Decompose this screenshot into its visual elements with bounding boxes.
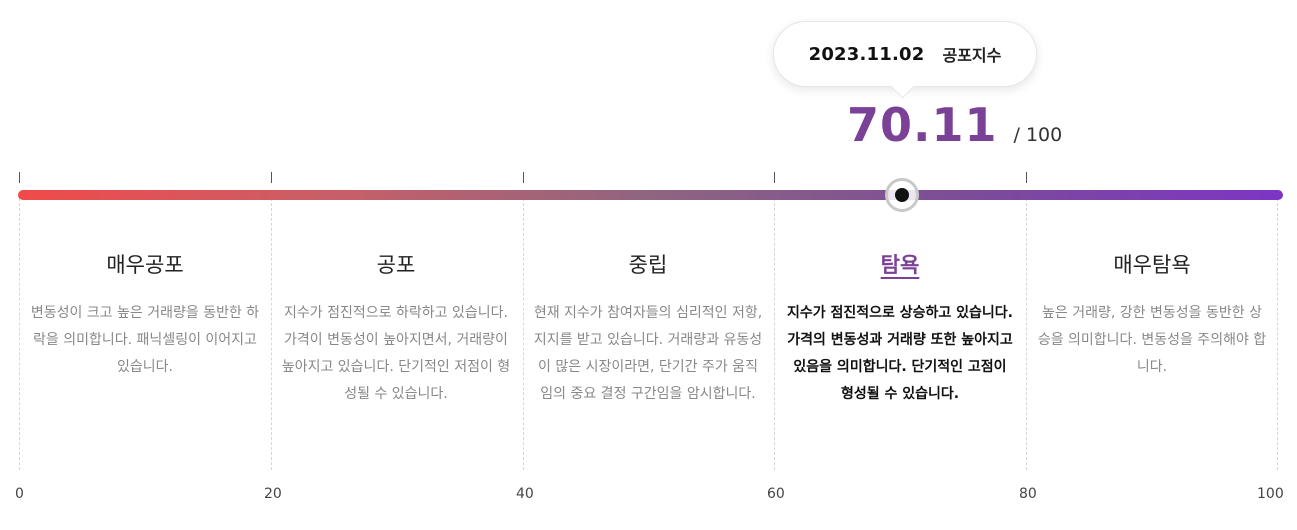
segment-description: 변동성이 크고 높은 거래량을 동반한 하락을 의미합니다. 패닉셀링이 이어지…: [30, 305, 260, 375]
tooltip-date: 2023.11.02: [808, 43, 925, 65]
gauge-tick: [774, 172, 775, 183]
segment-description: 높은 거래량, 강한 변동성을 동반한 상승을 의미합니다. 변동성을 주의해야…: [1037, 305, 1267, 375]
segment-fear[interactable]: 공포 지수가 점진적으로 하락하고 있습니다. 가격이 변동성이 높아지면서, …: [281, 248, 511, 408]
axis-label: 40: [516, 486, 534, 502]
axis-label: 0: [15, 486, 24, 502]
gauge-marker-ring: [885, 178, 919, 212]
segment-neutral[interactable]: 중립 현재 지수가 참여자들의 심리적인 저항, 지지를 받고 있습니다. 거래…: [533, 248, 763, 408]
segment-divider: [774, 198, 775, 470]
segment-title[interactable]: 공포: [376, 253, 416, 277]
segment-divider: [1026, 198, 1027, 470]
axis-label: 20: [264, 486, 282, 502]
gauge-bar: [18, 190, 1283, 200]
score-value: 70.11: [847, 98, 998, 152]
segment-divider: [523, 198, 524, 470]
segment-title[interactable]: 매우탐욕: [1113, 253, 1191, 277]
segment-description: 지수가 점진적으로 하락하고 있습니다. 가격이 변동성이 높아지면서, 거래량…: [281, 305, 511, 402]
segment-title-active[interactable]: 탐욕: [880, 253, 920, 277]
segment-very-greed[interactable]: 매우탐욕 높은 거래량, 강한 변동성을 동반한 상승을 의미합니다. 변동성을…: [1037, 248, 1267, 381]
score-max: / 100: [1013, 124, 1063, 146]
gauge-tick: [19, 172, 20, 183]
segment-divider: [19, 198, 20, 470]
tooltip-label: 공포지수: [942, 46, 1002, 65]
segment-divider: [1277, 198, 1278, 470]
gauge-tick: [271, 172, 272, 183]
date-tooltip: 2023.11.02 공포지수: [773, 21, 1037, 87]
axis-label: 80: [1019, 486, 1037, 502]
segment-description-active: 지수가 점진적으로 상승하고 있습니다. 가격의 변동성과 거래량 또한 높아지…: [786, 305, 1014, 402]
segment-greed[interactable]: 탐욕 지수가 점진적으로 상승하고 있습니다. 가격의 변동성과 거래량 또한 …: [785, 248, 1015, 408]
gauge-tick: [1026, 172, 1027, 183]
gauge-marker-dot: [895, 188, 909, 202]
axis-label: 100: [1257, 486, 1284, 502]
segment-description: 현재 지수가 참여자들의 심리적인 저항, 지지를 받고 있습니다. 거래량과 …: [533, 305, 763, 402]
score-display: 70.11 / 100: [847, 98, 1062, 152]
segment-title[interactable]: 중립: [628, 253, 668, 277]
segment-very-fear[interactable]: 매우공포 변동성이 크고 높은 거래량을 동반한 하락을 의미합니다. 패닉셀링…: [30, 248, 260, 381]
segment-title[interactable]: 매우공포: [106, 253, 184, 277]
segment-divider: [271, 198, 272, 470]
gauge-tick: [523, 172, 524, 183]
axis-label: 60: [767, 486, 785, 502]
